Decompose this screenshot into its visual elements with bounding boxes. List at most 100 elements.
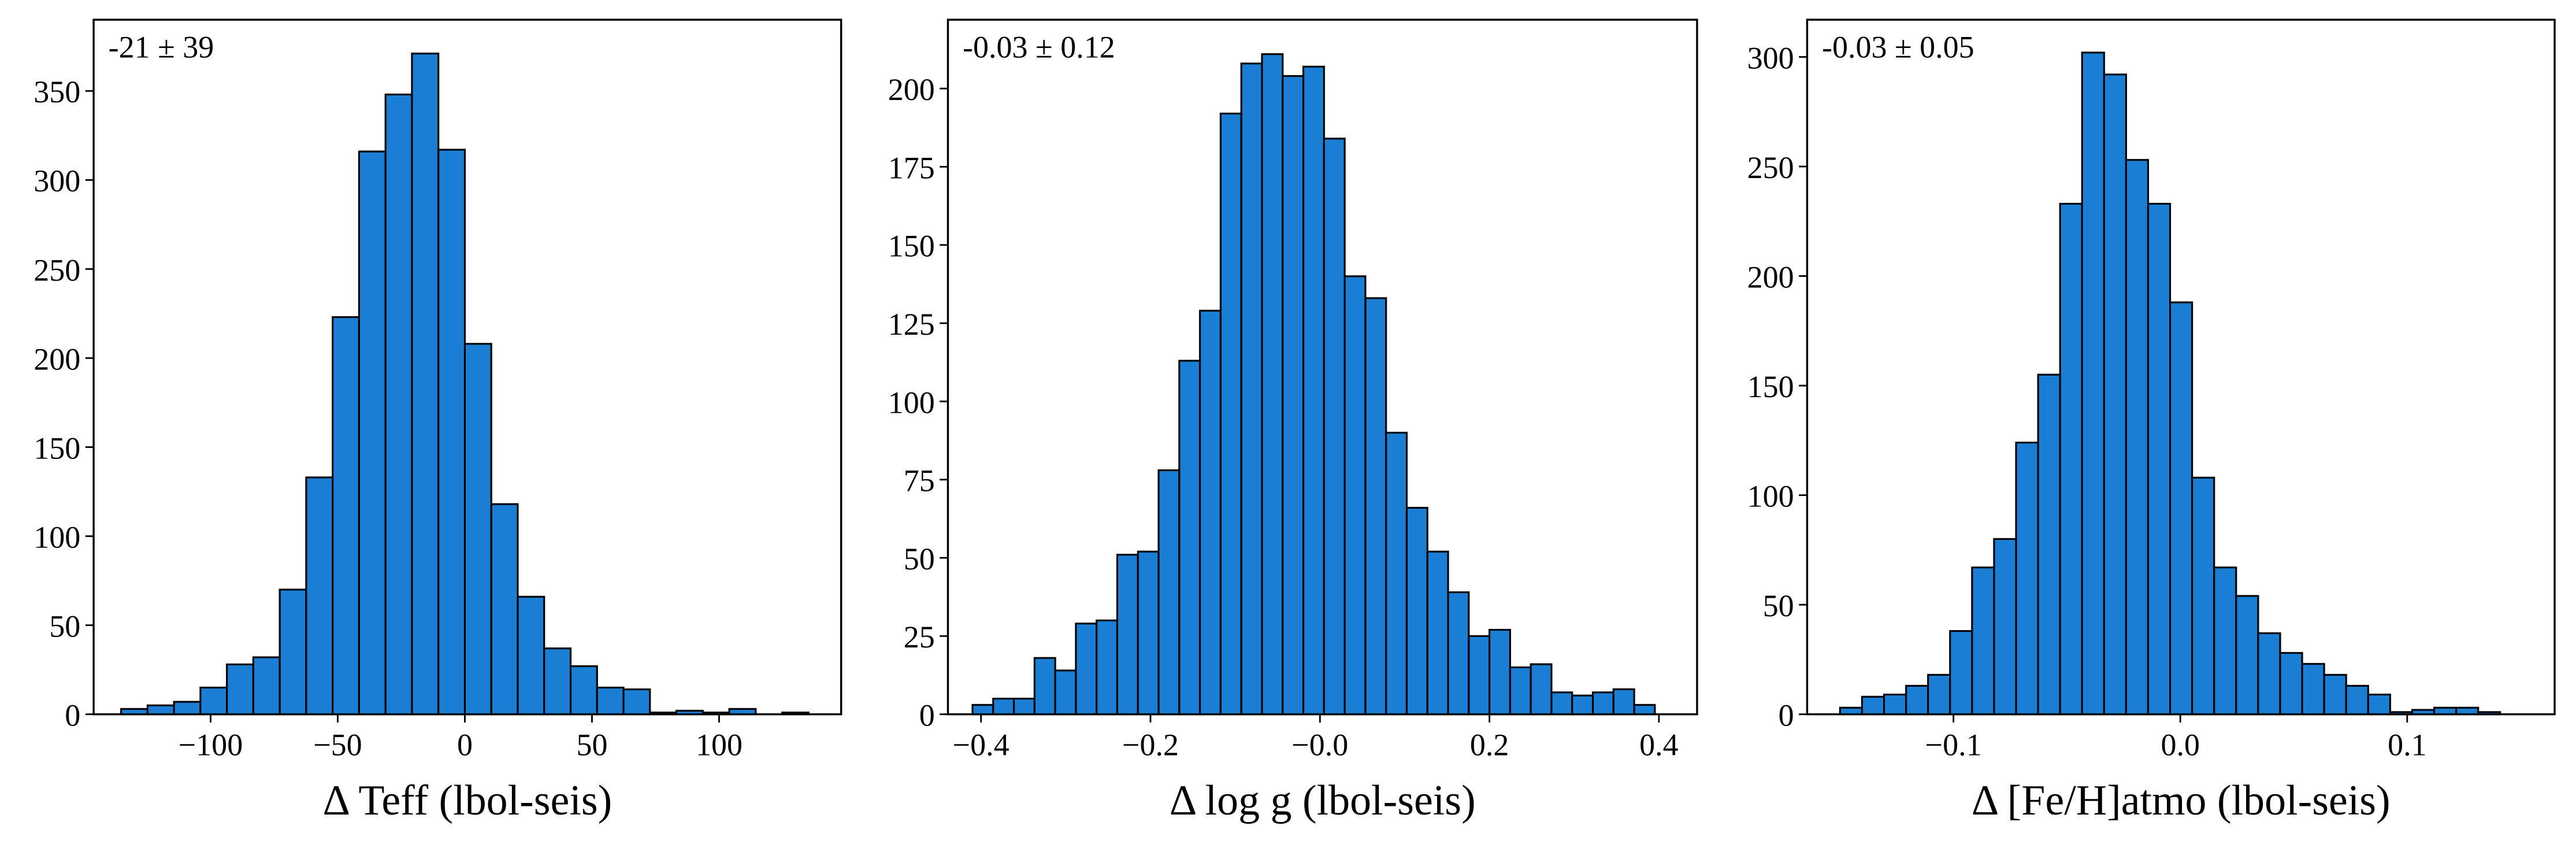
y-tick-label: 200 xyxy=(1747,260,1794,294)
bar xyxy=(2213,567,2237,716)
bar xyxy=(1550,691,1573,716)
bar xyxy=(411,53,440,716)
y-tick-label: 175 xyxy=(888,150,935,185)
bar xyxy=(1949,630,1973,716)
bar xyxy=(1509,666,1532,716)
x-tick-label: 0.2 xyxy=(1470,728,1509,762)
bar xyxy=(2169,301,2193,716)
x-tick-label: −0.1 xyxy=(1925,728,1982,762)
bar xyxy=(1199,309,1222,716)
bar xyxy=(146,704,175,716)
bar xyxy=(2323,673,2347,716)
y-tick-label: 100 xyxy=(1747,479,1794,513)
bar xyxy=(384,93,413,716)
bar xyxy=(2125,159,2150,716)
y-tick-label: 75 xyxy=(904,464,935,498)
y-tick-label: 125 xyxy=(888,307,935,342)
bar xyxy=(1054,669,1077,716)
y-tick-label: 250 xyxy=(1747,150,1794,185)
axes-frame xyxy=(1806,18,2556,716)
bar xyxy=(463,343,492,716)
bar xyxy=(2037,373,2061,716)
bar xyxy=(1343,275,1367,716)
y-tick-label: 300 xyxy=(34,164,80,198)
y-tick-label: 100 xyxy=(888,385,935,420)
bar xyxy=(971,704,994,716)
bar xyxy=(1178,360,1201,716)
bar xyxy=(173,701,202,716)
bar xyxy=(1033,657,1056,716)
y-tick-label: 0 xyxy=(919,698,935,733)
bar xyxy=(622,688,651,716)
x-tick-label: 0 xyxy=(457,728,473,762)
x-tick-label: −50 xyxy=(313,728,362,762)
bar xyxy=(2257,632,2281,716)
bar xyxy=(2015,442,2039,716)
axes-frame xyxy=(92,18,842,716)
y-tick-label: 25 xyxy=(904,620,935,654)
bar xyxy=(1883,693,1907,716)
bar xyxy=(1426,550,1449,716)
bar xyxy=(490,503,519,716)
annotation: -0.03 ± 0.05 xyxy=(1822,29,1974,64)
bar xyxy=(437,149,466,716)
bar xyxy=(1282,75,1305,716)
y-tick-label: 50 xyxy=(1763,588,1794,623)
y-tick-label: 150 xyxy=(1747,369,1794,404)
bar xyxy=(1240,62,1263,716)
bar xyxy=(2103,73,2127,716)
bar xyxy=(2059,202,2083,716)
bar xyxy=(596,686,625,716)
bar xyxy=(543,647,572,716)
bar xyxy=(1971,567,1995,716)
bar xyxy=(1364,297,1387,716)
annotation: -0.03 ± 0.12 xyxy=(963,29,1115,64)
bar xyxy=(1839,706,1863,716)
bar xyxy=(1905,684,1929,716)
x-tick-label: 0.4 xyxy=(1639,728,1679,762)
bar xyxy=(1405,506,1428,716)
bar xyxy=(1219,112,1242,716)
y-tick-label: 100 xyxy=(34,520,80,554)
bar xyxy=(305,476,334,716)
bar xyxy=(2345,684,2369,716)
bar xyxy=(332,316,360,716)
annotation: -21 ± 39 xyxy=(109,29,214,64)
bar xyxy=(1385,431,1408,716)
bar xyxy=(1489,628,1511,716)
y-tick-label: 200 xyxy=(34,342,80,376)
bar xyxy=(2367,693,2391,716)
y-tick-label: 300 xyxy=(1747,40,1794,75)
bar xyxy=(1013,697,1035,716)
bar xyxy=(1261,53,1284,716)
x-axis-label: Δ [Fe/H]atmo (lbol-seis) xyxy=(1972,776,2391,824)
bar xyxy=(1157,469,1181,716)
bar xyxy=(1137,550,1160,716)
bar xyxy=(1302,65,1325,716)
bar xyxy=(358,150,387,716)
bar xyxy=(1612,688,1635,716)
y-tick-label: 200 xyxy=(888,72,935,107)
bar xyxy=(1591,691,1614,716)
y-tick-label: 0 xyxy=(1779,698,1794,733)
bar xyxy=(517,595,545,716)
bar xyxy=(2279,651,2303,716)
bar xyxy=(2455,706,2480,716)
panel: −100 −50 0 50 100 0 50 100 150 200 250 300 350 -21 ± … xyxy=(34,18,842,824)
bar xyxy=(1323,138,1346,716)
bar xyxy=(569,665,598,716)
y-tick-label: 0 xyxy=(65,698,80,733)
bar xyxy=(199,686,228,716)
bar xyxy=(1116,554,1139,716)
x-tick-label: 0.0 xyxy=(2161,728,2200,762)
x-tick-label: −0.2 xyxy=(1122,728,1179,762)
x-tick-label: 50 xyxy=(576,728,607,762)
bar xyxy=(2081,51,2105,716)
bar xyxy=(226,663,254,716)
bar xyxy=(279,588,307,716)
bar xyxy=(1468,635,1491,716)
bar xyxy=(2301,662,2325,716)
x-axis-label: Δ log g (lbol-seis) xyxy=(1170,776,1476,824)
bar xyxy=(2147,202,2172,716)
axes-frame xyxy=(946,18,1698,716)
